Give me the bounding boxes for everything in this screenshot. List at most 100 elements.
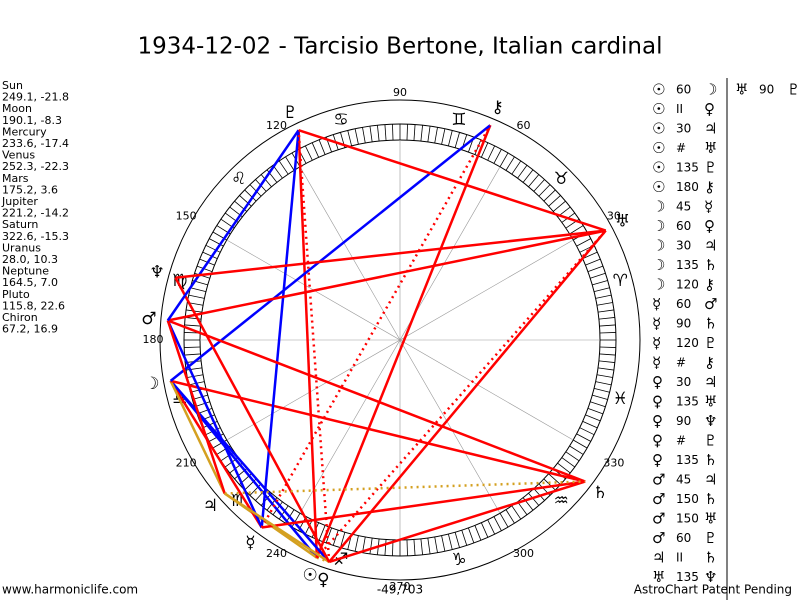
- ring-tick: [347, 130, 353, 147]
- aspect-planet: ☽: [652, 198, 665, 216]
- sign-glyph: ♉: [554, 169, 569, 189]
- aspect-planet: ☿: [652, 315, 661, 333]
- ring-tick: [579, 427, 595, 436]
- aspect-planet: ♇: [704, 432, 717, 450]
- ring-tick: [543, 189, 556, 202]
- ring-tick: [318, 525, 326, 541]
- aspect-planet: ♂: [704, 295, 717, 313]
- aspect-planet: ⚷: [704, 178, 715, 196]
- aspect-line: [166, 129, 300, 322]
- planet-coords: 67.2, 16.9: [2, 323, 58, 336]
- ring-tick: [278, 505, 289, 520]
- ring-tick: [332, 530, 339, 546]
- aspect-planet: ☉: [652, 139, 665, 157]
- aspect-line: [315, 124, 492, 559]
- ring-tick: [285, 156, 295, 171]
- ring-tick: [244, 189, 257, 202]
- planet-coords: 190.1, -8.3: [2, 114, 62, 127]
- footer-center: -49,703: [377, 583, 423, 597]
- planet-name: Mars: [2, 172, 29, 185]
- aspect-planet: ♂: [652, 529, 665, 547]
- ring-tick: [354, 128, 359, 145]
- aspect-planet: ☽: [652, 237, 665, 255]
- ring-tick: [593, 287, 610, 293]
- degree-label: 30: [607, 210, 621, 223]
- ring-tick: [493, 149, 502, 164]
- degree-label: 150: [176, 210, 197, 223]
- ring-tick: [599, 324, 616, 327]
- ring-tick: [413, 539, 416, 556]
- footer-left: www.harmoniclife.com: [2, 583, 138, 597]
- ring-tick: [413, 124, 416, 141]
- ring-tick: [447, 130, 453, 147]
- aspect-planet: ☉: [652, 159, 665, 177]
- aspect-type: II: [676, 551, 683, 565]
- ring-tick: [454, 532, 460, 548]
- planet-glyph: ☽: [144, 374, 159, 394]
- aspect-planet: ☉: [652, 81, 665, 99]
- planet-glyph: ♄: [593, 483, 608, 503]
- ring-tick: [184, 324, 201, 327]
- aspect-type: 90: [676, 317, 691, 331]
- ring-tick: [590, 272, 606, 279]
- aspect-type: #: [676, 141, 686, 155]
- aspect-type: 60: [676, 219, 691, 233]
- ring-tick: [565, 451, 580, 462]
- degree-label: 120: [266, 119, 287, 132]
- planet-name: Neptune: [2, 265, 49, 278]
- aspect-planet: ☿: [652, 334, 661, 352]
- aspect-type: 135: [676, 453, 699, 467]
- ring-tick: [548, 473, 561, 485]
- aspect-planet: ♆: [704, 412, 717, 430]
- ring-tick: [511, 160, 522, 175]
- aspect-type: 135: [676, 161, 699, 175]
- aspect-line: [298, 129, 607, 232]
- planet-coords: 164.5, 7.0: [2, 276, 58, 289]
- ring-tick: [420, 538, 423, 555]
- aspect-planet: ♇: [704, 334, 717, 352]
- aspect-planet: ♃: [652, 549, 665, 567]
- planet-name: Pluto: [2, 288, 30, 301]
- ring-tick: [517, 501, 528, 515]
- ring-tick: [585, 258, 601, 266]
- ring-tick: [362, 127, 366, 144]
- aspect-type: 120: [676, 336, 699, 350]
- aspect-planet: ☉: [652, 100, 665, 118]
- aspect-planet: ♃: [704, 373, 717, 391]
- aspect-planet: ♄: [704, 451, 717, 469]
- ring-tick: [596, 302, 613, 306]
- aspect-type: 60: [676, 83, 691, 97]
- ring-tick: [205, 244, 221, 253]
- aspect-planet: ☉: [652, 178, 665, 196]
- ring-tick: [590, 401, 606, 408]
- aspect-line: [260, 130, 300, 528]
- aspect-planet: ♃: [704, 471, 717, 489]
- ring-tick: [272, 165, 283, 179]
- aspect-planet: ♂: [652, 510, 665, 528]
- ring-tick: [468, 527, 475, 544]
- aspect-type: 30: [676, 375, 691, 389]
- planet-glyph: ♅: [615, 212, 630, 232]
- aspect-line: [167, 319, 586, 483]
- aspect-line: [166, 319, 263, 529]
- aspect-planet: ☿: [704, 198, 713, 216]
- aspect-planet: ⚷: [704, 276, 715, 294]
- ring-tick: [441, 128, 446, 145]
- planet-coords: 252.3, -22.3: [2, 160, 69, 173]
- ring-tick: [576, 433, 591, 442]
- planet-coords: 221.2, -14.2: [2, 207, 69, 220]
- ring-tick: [202, 251, 218, 260]
- aspect-line: [328, 480, 586, 564]
- ring-tick: [190, 287, 207, 293]
- planet-name: Saturn: [2, 218, 38, 231]
- planet-glyph: ☉: [302, 565, 317, 585]
- ring-tick: [538, 184, 551, 197]
- ring-tick: [597, 367, 614, 371]
- sign-glyph: ♒: [554, 491, 569, 511]
- ring-tick: [239, 195, 252, 207]
- aspect-planet: ♃: [704, 237, 717, 255]
- aspect-line: [169, 380, 226, 495]
- aspect-type: 45: [676, 473, 691, 487]
- aspect-line: [169, 380, 263, 529]
- ring-tick: [499, 152, 509, 167]
